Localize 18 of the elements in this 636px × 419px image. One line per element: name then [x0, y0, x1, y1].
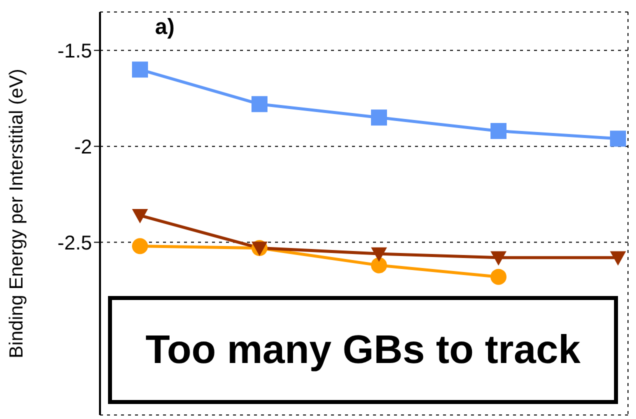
- text-box: Too many GBs to track: [108, 296, 618, 404]
- point: [132, 238, 148, 254]
- point: [610, 251, 626, 266]
- y-tick-label: -2: [74, 136, 92, 158]
- point: [371, 257, 387, 274]
- point: [132, 62, 148, 78]
- point: [371, 247, 387, 262]
- point: [132, 209, 148, 224]
- y-axis-title: Binding Energy per Interstitial (eV): [6, 68, 28, 358]
- y-tick-label: -2.5: [58, 232, 92, 254]
- point: [252, 96, 268, 112]
- point: [490, 268, 506, 285]
- point: [610, 130, 626, 147]
- y-tick-label: -1.5: [58, 40, 92, 62]
- point: [490, 122, 506, 139]
- annotation: a): [155, 14, 175, 40]
- point: [490, 251, 506, 266]
- point: [371, 110, 387, 126]
